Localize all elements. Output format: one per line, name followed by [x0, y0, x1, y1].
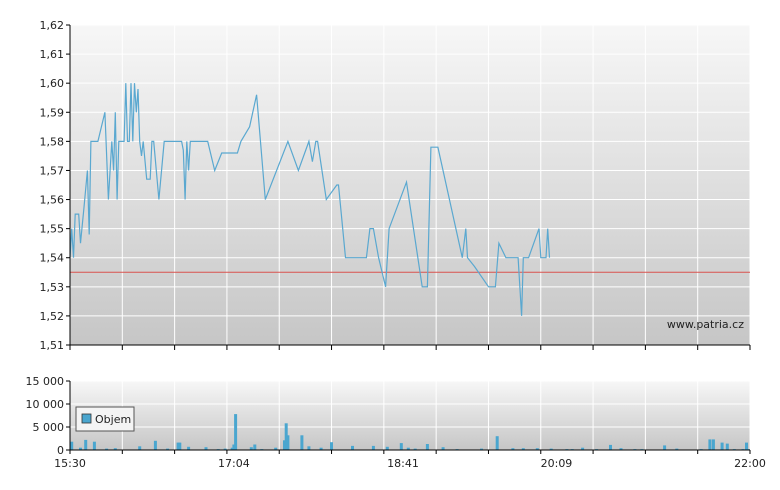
- volume-bar: [535, 448, 539, 450]
- volume-y-tick-label: 15 000: [26, 375, 65, 388]
- volume-bar: [725, 443, 729, 450]
- price-y-tick-label: 1,58: [40, 135, 65, 148]
- price-series-line: [69, 83, 551, 316]
- volume-bar: [284, 423, 288, 450]
- volume-bar: [253, 444, 257, 450]
- x-tick-label: 18:41: [387, 457, 419, 470]
- volume-bar: [286, 435, 290, 450]
- price-y-tick-label: 1,60: [40, 77, 65, 90]
- price-y-tick-label: 1,51: [40, 339, 65, 352]
- volume-bar: [234, 414, 238, 450]
- volume-bar: [619, 448, 623, 450]
- volume-bar: [385, 446, 389, 450]
- volume-bar: [79, 447, 82, 450]
- volume-bar: [319, 447, 323, 450]
- volume-bar: [351, 445, 354, 450]
- volume-bar: [745, 442, 748, 450]
- price-y-tick-label: 1,54: [40, 252, 65, 265]
- x-tick-label: 17:04: [218, 457, 250, 470]
- volume-bar: [480, 448, 483, 450]
- volume-bar: [113, 448, 117, 450]
- volume-x-axis: 15:30 17:04 18:41 20:09 22:00: [54, 450, 766, 470]
- volume-bar: [92, 441, 96, 450]
- price-y-tick-label: 1,59: [40, 106, 65, 119]
- price-y-tick-label: 1,56: [40, 194, 65, 207]
- volume-bar: [138, 446, 142, 450]
- x-tick-label: 20:09: [541, 457, 573, 470]
- volume-bar: [204, 447, 208, 450]
- volume-plot-area: [70, 381, 750, 450]
- price-y-tick-label: 1,57: [40, 164, 65, 177]
- volume-bar: [166, 448, 170, 450]
- volume-bar: [187, 446, 191, 450]
- volume-y-tick-label: 0: [57, 444, 64, 457]
- price-y-tick-label: 1,61: [40, 48, 65, 61]
- watermark: www.patria.cz: [667, 318, 744, 331]
- volume-bar: [581, 447, 585, 450]
- volume-bar: [708, 439, 712, 450]
- volume-chart: 0 5 000 10 000 15 000 15:30 17:04 18:41 20:09 2…: [26, 375, 766, 470]
- volume-bar: [511, 448, 515, 450]
- volume-bar: [300, 435, 304, 450]
- volume-bar: [84, 439, 88, 450]
- x-tick-label: 15:30: [54, 457, 86, 470]
- legend-swatch: [81, 413, 92, 424]
- volume-bar: [307, 446, 311, 450]
- volume-bar: [330, 442, 333, 450]
- price-y-axis: 1,51 1,52 1,53 1,54 1,55 1,56 1,57 1,58 1,59 1,60…: [40, 19, 70, 352]
- volume-legend: Objem: [75, 406, 135, 432]
- price-chart: 1,51 1,52 1,53 1,54 1,55 1,56 1,57 1,58 1,59 1,60…: [40, 19, 751, 352]
- volume-bar: [441, 447, 445, 450]
- volume-bar: [232, 444, 236, 450]
- volume-bar: [283, 440, 286, 450]
- volume-y-tick-label: 5 000: [33, 421, 65, 434]
- volume-bar: [549, 448, 553, 450]
- price-y-tick-label: 1,52: [40, 310, 65, 323]
- volume-bar: [176, 442, 180, 450]
- legend-label: Objem: [95, 413, 131, 426]
- x-tick-label: 22:00: [734, 457, 766, 470]
- volume-bar: [274, 447, 278, 450]
- volume-bar: [230, 447, 234, 450]
- volume-bar: [720, 442, 724, 450]
- volume-bar: [663, 445, 667, 450]
- volume-bar: [399, 443, 403, 450]
- volume-y-tick-label: 10 000: [26, 398, 65, 411]
- volume-bar: [223, 448, 227, 450]
- volume-bar: [521, 448, 525, 450]
- volume-bar: [675, 448, 679, 450]
- volume-bar: [609, 444, 612, 450]
- volume-bar: [711, 439, 715, 450]
- price-plot-area: [70, 25, 750, 345]
- volume-bar: [425, 444, 429, 450]
- volume-bar: [70, 441, 74, 450]
- price-y-tick-label: 1,55: [40, 223, 65, 236]
- volume-bar: [413, 448, 417, 450]
- volume-bar: [153, 440, 157, 450]
- volume-bar: [178, 442, 182, 450]
- volume-bar: [371, 445, 375, 450]
- price-x-axis: [69, 345, 751, 350]
- volume-bar: [249, 447, 253, 450]
- volume-bar: [406, 447, 410, 450]
- price-y-tick-label: 1,62: [40, 19, 65, 32]
- volume-y-axis: 0 5 000 10 000 15 000: [26, 375, 70, 457]
- volume-bar: [495, 436, 499, 450]
- volume-bar: [105, 448, 109, 450]
- price-y-tick-label: 1,53: [40, 281, 65, 294]
